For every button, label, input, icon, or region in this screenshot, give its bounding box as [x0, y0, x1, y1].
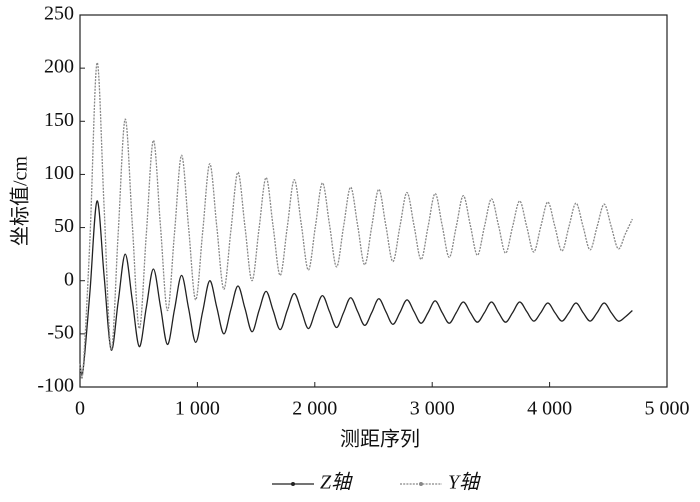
series-line	[79, 200, 633, 376]
x-tick-label: 5 000	[645, 398, 690, 420]
legend-label: Z轴	[320, 472, 353, 494]
x-tick-label: 2 000	[292, 398, 337, 420]
y-tick-label: 150	[44, 109, 74, 131]
y-axis-title: 坐标值/cm	[9, 156, 32, 246]
x-tick-label: 0	[75, 398, 85, 420]
legend-marker	[291, 482, 295, 486]
plot-frame	[79, 14, 668, 388]
x-tick-label: 3 000	[410, 398, 455, 420]
x-tick-label: 4 000	[527, 398, 572, 420]
y-tick-label: -50	[47, 321, 74, 343]
legend-marker	[419, 482, 423, 486]
y-tick-label: 100	[44, 162, 74, 184]
x-axis-title: 测距序列	[340, 428, 420, 451]
series-line	[79, 62, 633, 380]
y-tick-label: -100	[37, 375, 74, 397]
y-tick-label: 50	[54, 215, 74, 237]
y-tick-label: 200	[44, 56, 74, 78]
y-tick-label: 250	[44, 3, 74, 25]
legend-label: Y轴	[448, 472, 481, 494]
y-tick-label: 0	[64, 268, 74, 290]
x-tick-label: 1 000	[175, 398, 220, 420]
